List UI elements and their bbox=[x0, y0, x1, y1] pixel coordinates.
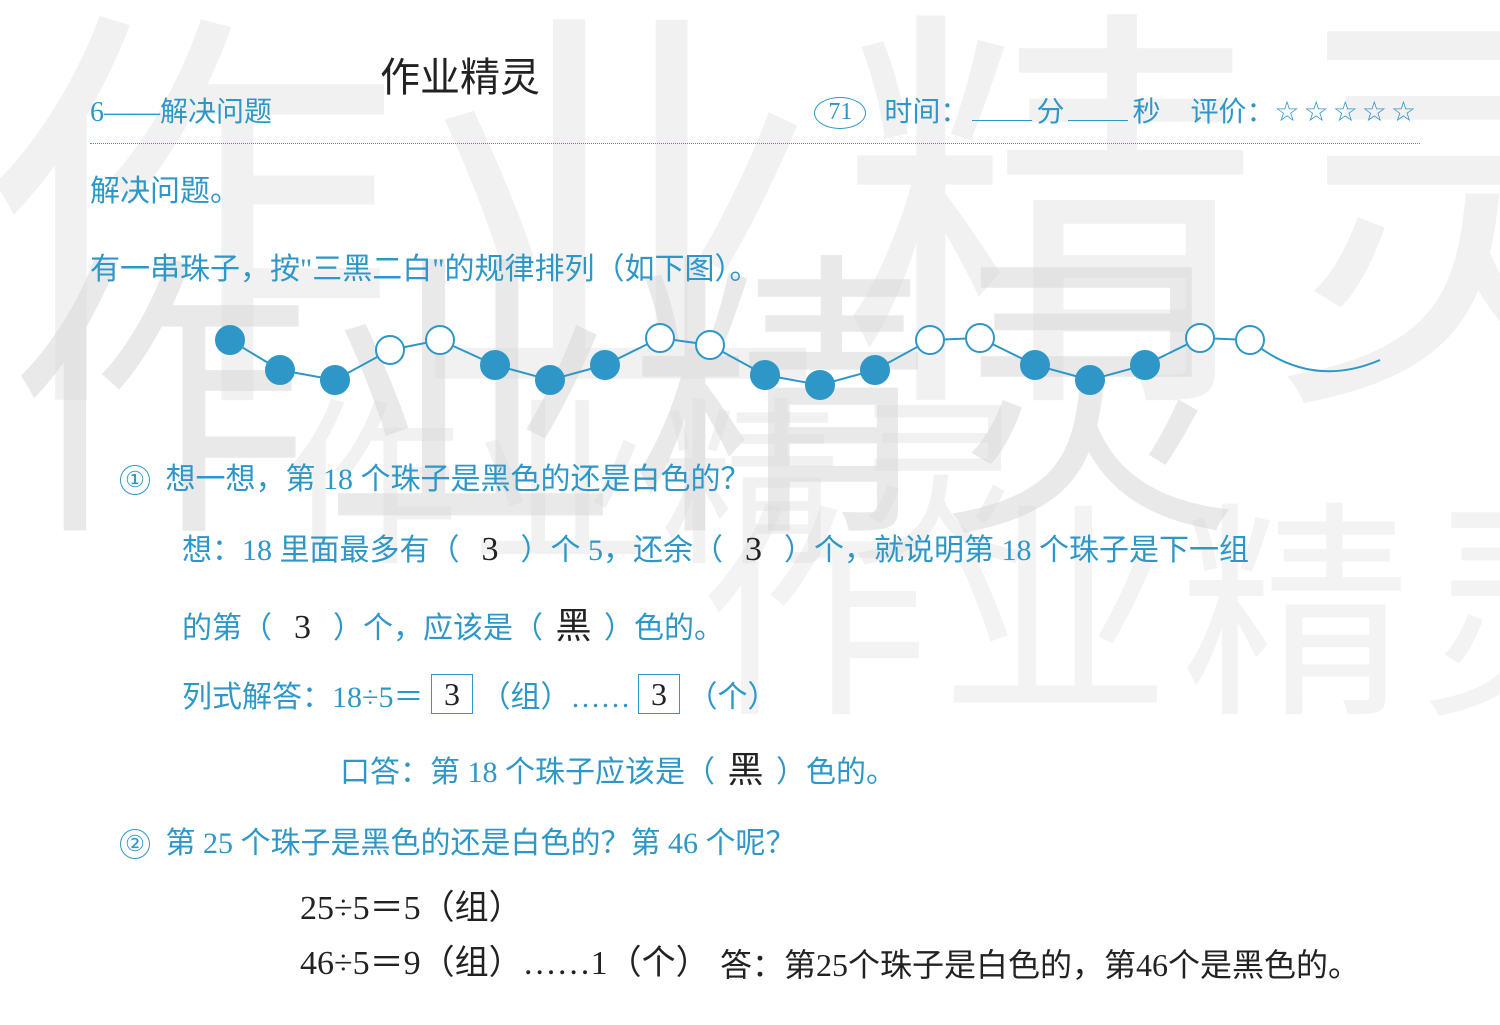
q1-mid2: ）个，就说明第 18 个珠子是下一组 bbox=[784, 534, 1249, 567]
q2-calc-2: 46÷5＝9（组）……1（个） bbox=[300, 935, 710, 984]
q1-line2-prefix: 的第（ bbox=[182, 612, 272, 645]
time-minute-blank bbox=[972, 90, 1032, 121]
q1-box-2: 3 bbox=[638, 674, 680, 714]
q1-oral-answer: 口答：第 18 个珠子应该是（ 黑 ）色的。 bbox=[340, 734, 1420, 806]
q1-think-line1: 想：18 里面最多有（ 3 ）个 5，还余（ 3 ）个，就说明第 18 个珠子是… bbox=[182, 516, 1420, 584]
q1-blank-2: 3 bbox=[731, 516, 777, 584]
q1-box-1: 3 bbox=[431, 674, 473, 714]
question-number-1: ① bbox=[120, 465, 150, 495]
q1-mid1: ）个 5，还余（ bbox=[521, 534, 724, 567]
q1-think-prefix: 想：18 里面最多有（ bbox=[182, 534, 460, 567]
q2-prompt: 第 25 个珠子是黑色的还是白色的？第 46 个呢？ bbox=[166, 827, 796, 860]
q2-answer: 答：第25个珠子是白色的，第46个是黑色的。 bbox=[720, 940, 1360, 986]
q1-line2-mid: ）个，应该是（ bbox=[333, 612, 543, 645]
time-second-blank bbox=[1068, 90, 1128, 121]
worksheet-header: 6——解决问题 71 时间： 分 秒 评价： ☆☆☆☆☆ bbox=[90, 90, 1420, 144]
q1-line2-suffix: ）色的。 bbox=[604, 612, 724, 645]
section-label: 6——解决问题 bbox=[90, 90, 272, 130]
minute-unit: 分 bbox=[1036, 90, 1064, 130]
question-2: ② 第 25 个珠子是黑色的还是白色的？第 46 个呢？ bbox=[120, 814, 1420, 874]
worksheet-page: 作业精灵 作业精灵 作业精灵 作业精灵 作业精灵 6——解决问题 71 时间： … bbox=[0, 0, 1500, 1025]
section-title: 解决问题。 bbox=[90, 162, 1420, 222]
question-1: ① 想一想，第 18 个珠子是黑色的还是白色的？ bbox=[120, 450, 1420, 510]
q1-blank-1: 3 bbox=[467, 516, 513, 584]
q1-formula-suffix: （个） bbox=[687, 681, 777, 714]
q1-formula-prefix: 列式解答：18÷5＝ bbox=[182, 681, 423, 714]
q1-formula-mid: （组）…… bbox=[480, 681, 630, 714]
q1-blank-4: 黑 bbox=[551, 590, 597, 662]
page-number-badge: 71 bbox=[814, 97, 866, 129]
q1-oral-prefix: 口答：第 18 个珠子应该是（ bbox=[340, 756, 715, 789]
worksheet-content: 解决问题。 有一串珠子，按"三黑二白"的规律排列（如下图）。 ① 想一想，第 1… bbox=[90, 144, 1420, 874]
rating-label: 评价： bbox=[1190, 90, 1274, 130]
second-unit: 秒 bbox=[1132, 90, 1160, 130]
q2-calc-1: 25÷5＝5（组） bbox=[300, 880, 523, 929]
rating-stars: ☆☆☆☆☆ bbox=[1274, 95, 1420, 129]
q1-think-line2: 的第（ 3 ）个，应该是（ 黑 ）色的。 bbox=[182, 590, 1420, 662]
question-number-2: ② bbox=[120, 829, 150, 859]
q1-blank-3: 3 bbox=[280, 594, 326, 662]
time-label: 时间： bbox=[884, 90, 968, 130]
q1-formula: 列式解答：18÷5＝ 3 （组）…… 3 （个） bbox=[182, 668, 1420, 728]
q1-prompt: 想一想，第 18 个珠子是黑色的还是白色的？ bbox=[166, 463, 751, 496]
q1-oral-blank: 黑 bbox=[723, 734, 769, 806]
bead-diagram bbox=[230, 310, 1420, 440]
q1-oral-suffix: ）色的。 bbox=[776, 756, 896, 789]
problem-intro: 有一串珠子，按"三黑二白"的规律排列（如下图）。 bbox=[90, 240, 1420, 300]
